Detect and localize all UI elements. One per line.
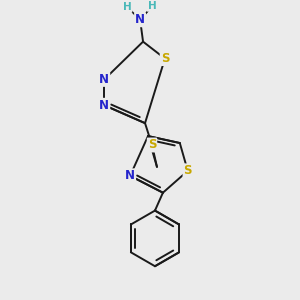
Text: N: N xyxy=(135,13,145,26)
Text: N: N xyxy=(99,73,109,86)
Text: N: N xyxy=(99,99,109,112)
Text: S: S xyxy=(161,52,169,65)
Text: N: N xyxy=(125,169,135,182)
Text: H: H xyxy=(123,2,131,12)
Text: S: S xyxy=(148,139,156,152)
Text: S: S xyxy=(184,164,192,177)
Text: H: H xyxy=(148,1,156,11)
